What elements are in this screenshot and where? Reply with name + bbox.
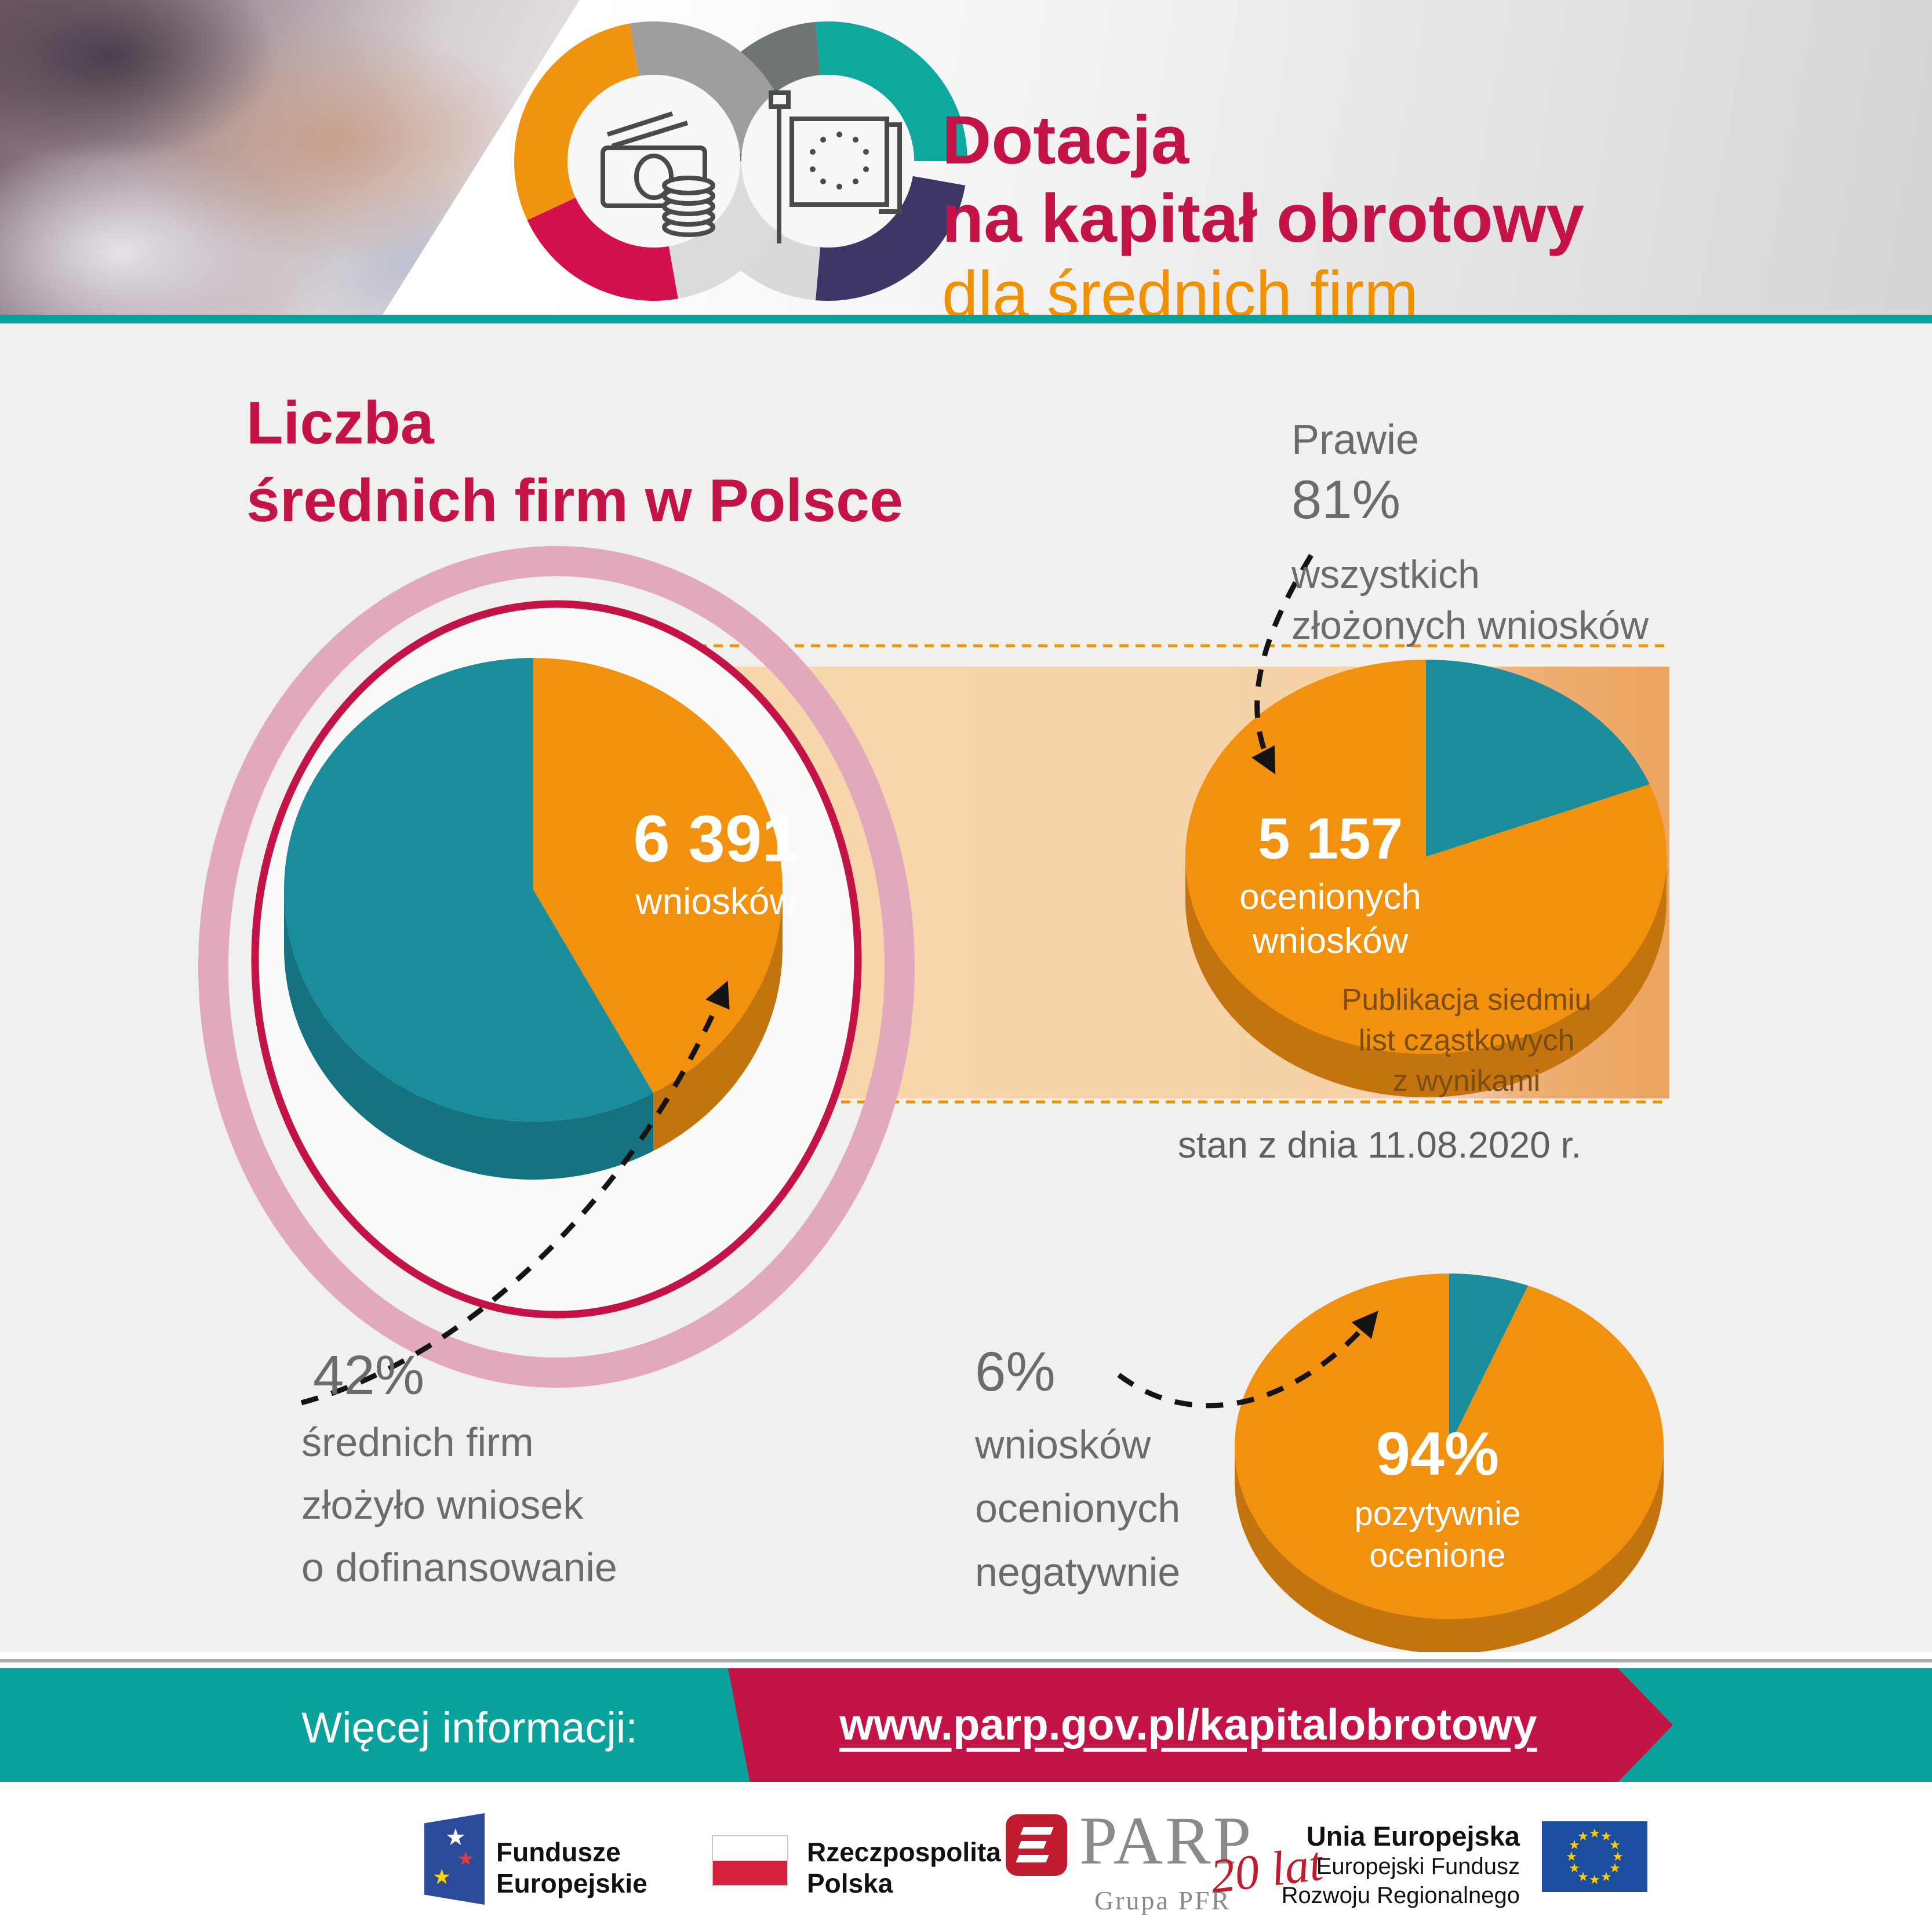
ring-left-inner (567, 75, 740, 248)
note81-line1: wszystkich (1291, 552, 1480, 596)
fe-star-yellow: ★ (432, 1865, 452, 1889)
status-date: stan z dnia 11.08.2020 r. (1177, 1124, 1582, 1166)
parp-grupa-pfr: Grupa PFR (1094, 1886, 1231, 1915)
poland-flag (712, 1835, 788, 1886)
fe-star-red: ★ (457, 1848, 475, 1870)
money-icon (601, 111, 715, 237)
pie3-value: 94% (1376, 1420, 1500, 1488)
pie2-note-line1: Publikacja siedmiu (1341, 983, 1592, 1017)
footer-top-line (0, 1659, 1932, 1662)
header-title-line2: na kapitał obrotowy (942, 180, 1585, 257)
pie3-label1: pozytywnie (1354, 1495, 1521, 1533)
eu-flag-stars: ★ ★★ ★★★ ★★★ ★★★ (1566, 1826, 1624, 1887)
pie2-note-line2: list cząstkowych (1358, 1024, 1575, 1057)
note42-value: 42% (313, 1344, 425, 1406)
fe-star-white: ★ (445, 1825, 466, 1850)
header: Dotacja na kapitał obrotowy dla średnich… (0, 0, 1932, 327)
svg-text:★: ★ (1566, 1849, 1577, 1864)
rzeczpospolita-label: Rzeczpospolita Polska (807, 1836, 1001, 1900)
pie2-label1: ocenionych (1239, 877, 1421, 917)
svg-text:★: ★ (1600, 1869, 1612, 1884)
note6-line3: negatywnie (975, 1549, 1181, 1595)
main-heading-line1: Liczba (246, 390, 434, 457)
fe-line1: Fundusze (496, 1837, 621, 1867)
note42-line1: średnich firm (301, 1420, 534, 1465)
teal-divider (0, 315, 1932, 323)
eu-flag-icon (769, 90, 902, 243)
pie2-label2: wniosków (1252, 921, 1409, 961)
rings-logo (514, 21, 967, 301)
main-heading-line2: średnich firm w Polsce (246, 467, 903, 534)
pie1-label: wniosków (635, 881, 796, 922)
eu-flag: ★ ★★ ★★★ ★★★ ★★★ (1542, 1821, 1647, 1892)
fe-line2: Europejskie (496, 1868, 647, 1899)
footer-chevron (728, 1668, 1673, 1782)
svg-text:★: ★ (1612, 1849, 1624, 1864)
svg-text:★: ★ (1609, 1838, 1621, 1852)
svg-text:★: ★ (1600, 1829, 1612, 1843)
svg-text:★: ★ (1577, 1829, 1589, 1843)
rp-line2: Polska (807, 1868, 893, 1899)
unia-europejska-label: Unia Europejska Europejski Fundusz Rozwo… (1246, 1820, 1520, 1910)
parp-icon (1006, 1814, 1067, 1876)
svg-text:★: ★ (1569, 1861, 1580, 1875)
svg-text:★: ★ (1569, 1838, 1580, 1852)
pie2-note-line3: z wynikami (1392, 1064, 1541, 1098)
footer-url-link[interactable]: www.parp.gov.pl/kapitalobrotowy (839, 1700, 1537, 1749)
fundusze-europejskie-label: Fundusze Europejskie (496, 1836, 647, 1900)
poland-flag-white (713, 1836, 787, 1861)
header-title-line1: Dotacja (942, 102, 1189, 179)
note42-line2: złożyło wniosek (301, 1482, 584, 1527)
pie2-value: 5 157 (1257, 806, 1403, 871)
note6-line1: wniosków (975, 1422, 1151, 1467)
poland-flag-red (713, 1861, 787, 1885)
footer-label: Więcej informacji: (301, 1704, 638, 1752)
svg-text:★: ★ (1577, 1869, 1589, 1884)
ue-line2: Europejski Fundusz (1316, 1854, 1520, 1879)
svg-text:★: ★ (1589, 1826, 1600, 1840)
note42-line3: o dofinansowanie (301, 1545, 617, 1590)
note6-value: 6% (975, 1341, 1056, 1403)
fundusze-europejskie-flag: ★ ★ ★ (424, 1813, 485, 1905)
note81-line2: złożonych wniosków (1291, 603, 1649, 647)
ue-line1: Unia Europejska (1306, 1821, 1520, 1851)
note6-line2: ocenionych (975, 1486, 1181, 1531)
ue-line3: Rozwoju Regionalnego (1281, 1883, 1520, 1908)
rp-line1: Rzeczpospolita (807, 1837, 1001, 1867)
svg-text:★: ★ (1609, 1861, 1621, 1875)
pie3-label2: ocenione (1369, 1537, 1506, 1574)
note81-value: 81% (1291, 469, 1401, 530)
pie1-value: 6 391 (633, 802, 799, 876)
parp-logo-text: PARP (1079, 1803, 1254, 1879)
svg-text:★: ★ (1589, 1872, 1600, 1887)
note81-intro: Prawie (1291, 417, 1420, 463)
